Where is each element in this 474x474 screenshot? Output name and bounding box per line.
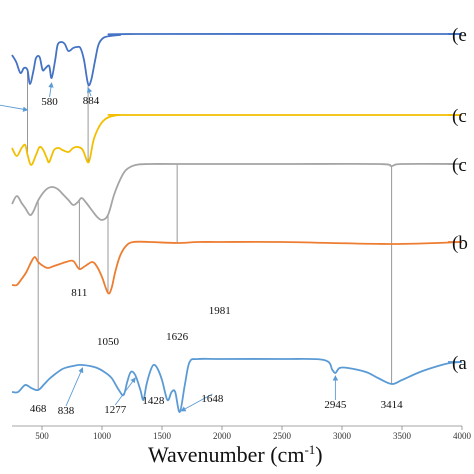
x-tick-label: 4000 [453,431,472,441]
peak-label: 1981 [209,305,231,317]
peak-label: 2945 [324,399,347,411]
peak-label: 1626 [166,331,189,343]
peak-label: 1648 [201,393,224,405]
x-tick-label: 500 [35,431,49,441]
peak-annotations: 3795808848111981162610504688381277142816… [0,82,404,417]
annotation-arrow [0,104,29,112]
annotation-arrow [65,367,84,407]
series-line [11,357,463,413]
series-label: (b [452,233,468,254]
x-axis: 500 1000 1500 2000 2500 3000 3500 4000 [12,425,472,441]
peak-label: 580 [41,96,58,108]
annotation-arrow [48,82,54,98]
series-line [11,113,462,166]
peak-label: 838 [58,405,75,417]
x-tick-label: 2000 [213,431,232,441]
annotation-arrow [114,377,136,406]
x-axis-label: Wavenumber (cm-1) [148,442,323,467]
x-tick-label: 1500 [153,431,172,441]
series-labels: (e (c (c (b (a [452,25,468,374]
annotation-arrow [180,393,213,412]
series-line [11,240,463,295]
peak-label: 811 [71,287,87,299]
x-tick-label: 1000 [93,431,112,441]
peak-label: 884 [83,95,100,107]
peak-label: 468 [30,403,47,415]
spectra-series [11,33,463,413]
series-label: (c [452,155,467,176]
peak-marker-lines [27,70,393,390]
peak-label: 1428 [142,395,165,407]
series-label: (a [452,353,467,374]
peak-label: 1050 [97,336,120,348]
x-tick-label: 2500 [273,431,292,441]
series-line [11,162,463,221]
peak-label: 3414 [381,399,404,411]
x-tick-label: 3500 [393,431,412,441]
annotation-arrow [87,87,93,97]
series-label: (c [452,106,467,127]
series-line [11,33,463,87]
x-tick-label: 3000 [333,431,352,441]
peak-label: 1277 [104,404,127,416]
series-label: (e [452,25,467,46]
